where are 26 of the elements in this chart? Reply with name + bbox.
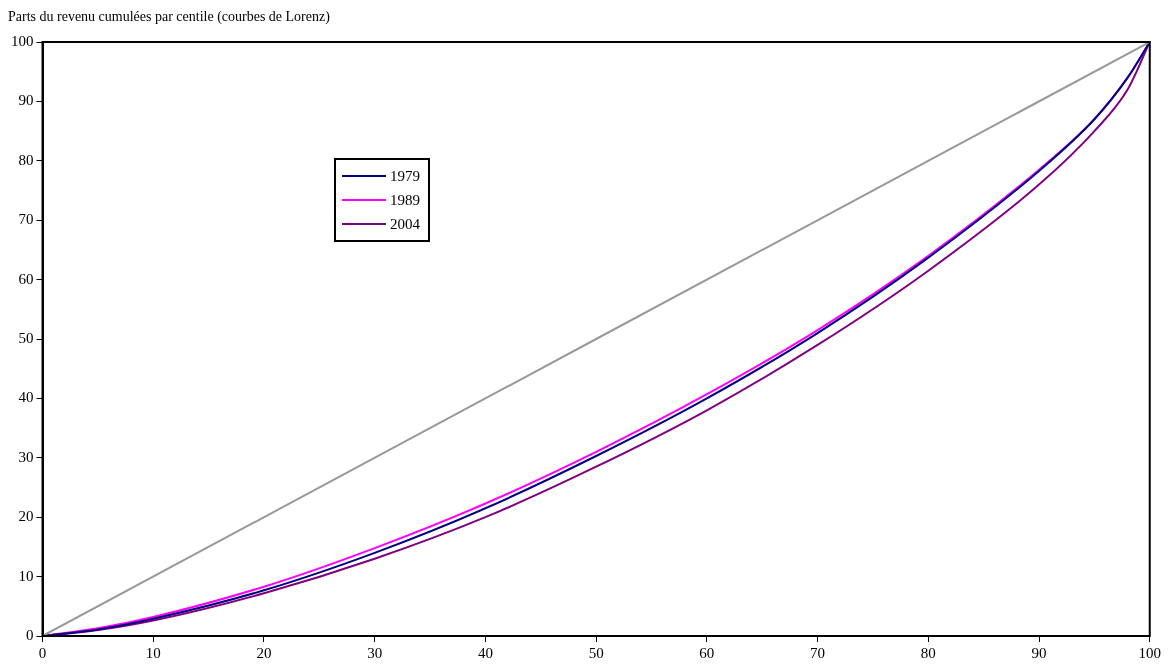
y-tick-label: 80 (18, 151, 34, 168)
y-tick-label: 20 (18, 508, 34, 525)
y-tick-label: 10 (18, 567, 34, 584)
y-tick-label: 50 (18, 329, 34, 346)
y-tick-label: 90 (18, 92, 34, 109)
x-tick-label: 80 (920, 644, 936, 661)
x-tick-label: 100 (1138, 644, 1161, 661)
x-tick-label: 50 (588, 644, 604, 661)
x-tick-label: 70 (810, 644, 826, 661)
x-tick-label: 10 (145, 644, 161, 661)
y-tick-label: 0 (26, 626, 34, 643)
chart-title: Parts du revenu cumulées par centile (courbes de Lorenz) (8, 8, 331, 26)
y-tick-label: 60 (18, 270, 34, 287)
x-tick-label: 90 (1031, 644, 1047, 661)
x-tick-label: 20 (256, 644, 272, 661)
legend-label: 1979 (390, 167, 420, 185)
y-tick-label: 30 (18, 448, 34, 465)
y-tick-label: 40 (18, 389, 34, 406)
legend-label: 2004 (390, 215, 420, 233)
y-tick-label: 100 (11, 32, 34, 49)
x-tick-label: 0 (38, 644, 47, 661)
x-tick-label: 30 (367, 644, 383, 661)
y-tick-label: 70 (18, 211, 34, 228)
legend-label: 1989 (390, 191, 420, 209)
x-tick-label: 40 (477, 644, 493, 661)
x-tick-label: 60 (699, 644, 715, 661)
